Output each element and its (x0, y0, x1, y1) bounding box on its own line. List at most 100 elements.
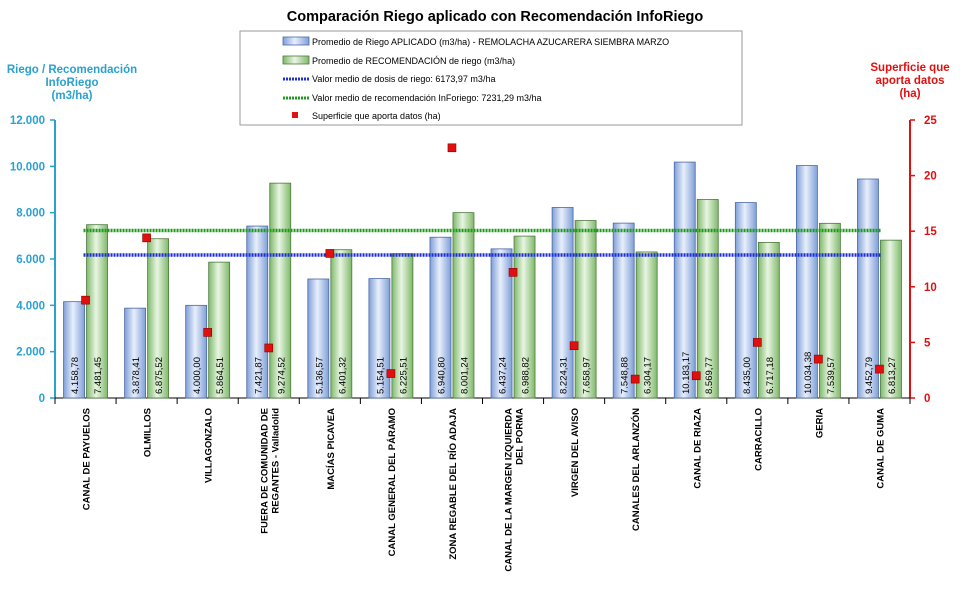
left-axis-tick-label: 10.000 (10, 161, 45, 173)
bar-applied-label: 5.154,51 (375, 357, 386, 394)
bar-applied (490, 248, 513, 399)
bar-applied (307, 278, 330, 399)
bar-recommended (86, 224, 108, 399)
bar-recommended (635, 251, 658, 399)
bar-applied (246, 225, 269, 399)
bar-recommended-label: 6.401,32 (337, 357, 348, 394)
legend-swatch-applied (282, 36, 310, 46)
category-label: GERIA (814, 408, 825, 438)
bar-applied-label: 5.136,57 (314, 357, 325, 394)
bar-applied (63, 301, 85, 399)
bar-recommended-label: 7.658,97 (582, 357, 593, 394)
bar-applied-label: 6.940,80 (436, 357, 447, 394)
legend-marker-surface (292, 112, 298, 118)
surface-marker (325, 249, 335, 258)
right-axis-title: Superficie que aporta datos (ha) (870, 62, 949, 100)
bar-applied (124, 307, 147, 399)
bar-applied-label: 4.000,00 (192, 357, 203, 394)
category-label: CARRACILLO (753, 408, 764, 471)
category-label: DEL PORMA (515, 408, 526, 465)
legend-label-applied-mean: Valor medio de dosis de riego: 6173,97 m… (312, 74, 495, 84)
bar-recommended (330, 249, 353, 399)
plot-area: 0 2.000 4.000 6.000 8.000 10.000 12.000 0 5 10 15 2… (10, 115, 938, 572)
bar-recommended (574, 220, 597, 399)
bar-recommended-label: 7.539,57 (826, 357, 837, 394)
bar-recommended (452, 212, 475, 399)
legend-label-surface: Superficie que aporta datos (ha) (312, 111, 441, 121)
bar-applied-label: 4.158,78 (70, 357, 81, 394)
category-label: REGANTES - Valladolid (270, 408, 281, 514)
surface-marker (508, 268, 518, 277)
left-axis-tick-label: 4.000 (16, 300, 45, 312)
category-label: CANAL DE PAYUELOS (82, 408, 93, 510)
bar-recommended (818, 222, 841, 399)
legend-label-recommended-mean: Valor medio de recomendación InForiego: … (312, 93, 541, 103)
bar-applied (429, 236, 452, 399)
bar-applied (734, 202, 757, 399)
category-label: CANAL GENERAL DEL PÁRAMO (387, 408, 398, 556)
bar-recommended (696, 199, 719, 399)
left-axis-tick-label: 8.000 (16, 208, 45, 220)
bar-applied (673, 161, 696, 399)
category-label: CANAL DE GUMA (875, 408, 886, 489)
legend-label-applied: Promedio de Riego APLICADO (m3/ha) - REM… (312, 37, 669, 47)
right-axis-title-line: (ha) (899, 88, 920, 100)
bar-recommended-label: 6.304,17 (643, 357, 654, 394)
category-label: VILLAGONZALO (204, 408, 215, 483)
bar-applied-label: 9.452,79 (864, 357, 875, 394)
category-label: CANAL DE RIAZA (692, 408, 703, 489)
chart-title: Comparación Riego aplicado con Recomenda… (287, 9, 704, 25)
bar-recommended-label: 8.001,24 (459, 357, 470, 394)
legend: Promedio de Riego APLICADO (m3/ha) - REM… (239, 30, 743, 126)
right-axis-tick-label: 20 (924, 171, 937, 183)
bar-recommended-label: 7.481,45 (93, 357, 104, 394)
left-axis-title-line: (m3/ha) (52, 90, 93, 102)
bar-recommended-label: 6.988,82 (521, 357, 532, 394)
bar-recommended-label: 6.813,27 (887, 357, 898, 394)
right-axis-tick-label: 5 (924, 337, 931, 349)
bar-recommended-label: 9.274,52 (276, 357, 287, 394)
surface-marker (814, 354, 823, 364)
category-label: MACÍAS PICAVEA (326, 408, 337, 490)
surface-marker (630, 374, 640, 384)
bar-recommended-label: 8.569,77 (704, 357, 715, 394)
bar-applied-label: 8.435,00 (742, 357, 753, 394)
right-axis-tick-label: 10 (924, 282, 937, 294)
category-label: CANAL DE LA MARGEN IZQUIERDA (504, 408, 515, 572)
category-label: OLMILLOS (143, 408, 154, 457)
surface-marker (142, 233, 151, 243)
surface-marker (691, 371, 701, 381)
left-axis-title-line: InfoRiego (45, 77, 98, 89)
bar-applied (612, 222, 635, 399)
left-axis-tick-label: 0 (39, 393, 45, 405)
right-axis-title-line: aporta datos (875, 75, 944, 87)
bar-recommended (269, 182, 292, 399)
bar-applied (857, 178, 879, 399)
bar-recommended (757, 241, 780, 399)
legend-swatch-recommended (282, 55, 310, 65)
right-axis-tick-label: 25 (924, 115, 937, 127)
left-axis-title-line: Riego / Recomendación (7, 64, 137, 76)
bar-applied-label: 6.437,24 (498, 357, 509, 394)
surface-marker (386, 369, 396, 378)
surface-marker (569, 341, 579, 351)
bar-recommended-label: 6.225,51 (398, 357, 409, 394)
right-axis-title-line: Superficie que (870, 62, 949, 74)
right-axis-tick-label: 0 (924, 393, 930, 405)
legend-label-recommended: Promedio de RECOMENDACIÓN de riego (m3/h… (312, 56, 515, 66)
left-axis-tick-label: 6.000 (16, 254, 45, 266)
surface-marker (81, 295, 90, 305)
bar-recommended (147, 238, 170, 399)
surface-marker (264, 343, 274, 353)
bar-applied-label: 7.548,88 (620, 357, 631, 394)
surface-marker (447, 143, 457, 153)
surface-marker (753, 338, 762, 347)
bar-recommended (513, 235, 536, 399)
category-label: FUERA DE COMUNIDAD DE (259, 408, 270, 534)
bar-recommended-label: 6.875,52 (154, 357, 165, 394)
bar-applied (795, 165, 818, 399)
category-label: ZONA REGABLE DEL RÍO ADAJA (448, 408, 459, 560)
bar-applied-label: 3.878,41 (131, 357, 142, 394)
bar-recommended-label: 5.864,51 (215, 357, 226, 394)
